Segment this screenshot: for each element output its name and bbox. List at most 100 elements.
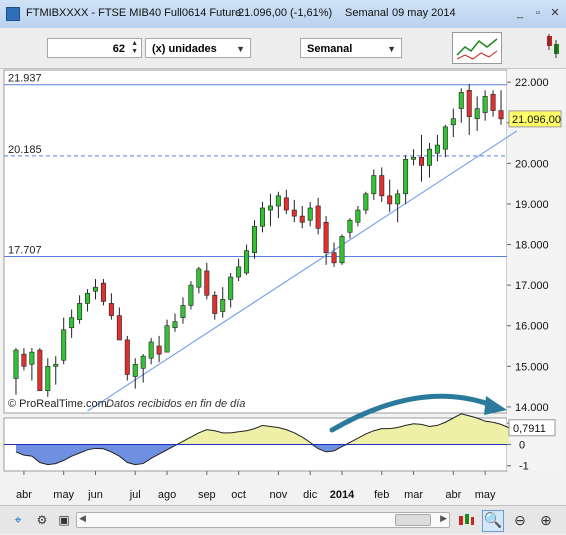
y-tick-label: 18.000 — [515, 240, 549, 252]
level-label: 21.937 — [8, 73, 42, 85]
candle-body — [490, 94, 496, 111]
x-tick-label: sep — [198, 489, 216, 501]
x-tick-label: abr — [445, 489, 461, 501]
oscillator-line — [15, 413, 510, 466]
candle-body — [21, 353, 27, 367]
candle-body — [482, 96, 488, 113]
x-tick-label: 2014 — [330, 489, 355, 501]
candle-body — [371, 175, 377, 195]
spin-up-icon[interactable]: ▲ — [131, 40, 138, 47]
candle-body — [85, 292, 91, 304]
y-tick-label: 22.000 — [515, 77, 549, 89]
candle-body — [156, 345, 162, 355]
candle-body — [387, 195, 393, 205]
x-tick-label: feb — [374, 489, 389, 501]
scrollbar-thumb[interactable] — [395, 514, 431, 526]
zoom-active-icon[interactable]: 🔍 — [482, 510, 504, 532]
candle-body — [188, 284, 194, 306]
units-value: 62 — [112, 43, 125, 55]
candle-body — [474, 108, 480, 120]
indicator-chart-glyph — [456, 38, 498, 60]
scroll-right-icon[interactable]: ▶ — [440, 513, 447, 523]
chevron-down-icon: ▼ — [236, 44, 245, 54]
date-readout: 09 may 2014 — [392, 7, 456, 19]
oscillator-negative-area — [15, 444, 509, 465]
level-label: 20.185 — [8, 144, 42, 156]
candle-body — [395, 193, 401, 205]
candle-body — [299, 215, 305, 223]
candle-body — [442, 126, 448, 150]
trend-line — [87, 130, 518, 412]
restore-button[interactable]: ▫ — [536, 7, 540, 19]
candle-body — [108, 303, 114, 316]
x-tick-label: ago — [158, 489, 176, 501]
zoom-in-icon[interactable]: ⊕ — [540, 512, 552, 528]
candle-body — [315, 205, 321, 229]
candle-body — [259, 207, 265, 227]
units-type-select[interactable]: (x) unidades ▼ — [145, 38, 251, 58]
data-note: Datos recibidos en fin de día — [106, 398, 245, 410]
oscillator-y-tick-label: 0 — [519, 440, 525, 452]
candle-body — [458, 92, 464, 109]
spin-down-icon[interactable]: ▼ — [131, 48, 138, 55]
chart-area[interactable]: 22.00021.00020.00019.00018.00017.00016.0… — [2, 68, 562, 508]
candle-body — [419, 156, 424, 166]
candle-body — [236, 266, 242, 278]
y-tick-label: 16.000 — [515, 321, 549, 333]
oscillator-y-tick-label: -1 — [519, 461, 529, 473]
last-price-label: 21.096,00 — [512, 114, 561, 126]
candle-body — [45, 366, 51, 391]
candle-body — [29, 351, 35, 365]
crosshair-icon[interactable]: ⌖ — [14, 512, 22, 527]
candle-body — [331, 252, 337, 264]
candle-body — [307, 207, 313, 221]
close-button[interactable]: ✕ — [550, 7, 560, 19]
toolbar: 62 ▲ ▼ (x) unidades ▼ Semanal ▼ — [0, 28, 566, 69]
timeframe-select[interactable]: Semanal ▼ — [300, 38, 402, 58]
horizontal-scrollbar[interactable]: ◀ ▶ — [76, 512, 450, 528]
candles-icon[interactable] — [456, 510, 476, 530]
y-tick-label: 19.000 — [515, 199, 549, 211]
indicator-icon[interactable]: ⚙ — [36, 513, 48, 527]
timeframe-label: Semanal — [307, 43, 353, 55]
y-tick-label: 20.000 — [515, 158, 549, 170]
last-price-box — [508, 110, 562, 128]
candle-body — [426, 148, 432, 166]
x-tick-label: jun — [87, 489, 103, 501]
chevron-down-icon: ▼ — [387, 44, 396, 54]
candle-body — [323, 221, 329, 253]
chart-icon — [6, 7, 20, 21]
x-tick-label: jul — [129, 489, 141, 501]
trading-icon[interactable] — [543, 32, 563, 62]
price-chart[interactable]: 22.00021.00020.00019.00018.00017.00016.0… — [2, 68, 562, 508]
y-tick-label: 17.000 — [515, 280, 549, 292]
scroll-left-icon[interactable]: ◀ — [79, 513, 86, 523]
y-tick-label: 14.000 — [515, 402, 549, 414]
x-tick-label: nov — [270, 489, 288, 501]
candle-body — [77, 303, 83, 320]
candle-body — [228, 276, 234, 300]
title-bar: FTMIBXXXX - FTSE MIB40 Full0614 Future 2… — [0, 0, 566, 29]
candle-body — [466, 89, 472, 117]
candle-body — [164, 325, 170, 353]
zoom-out-icon[interactable]: ⊖ — [514, 512, 526, 528]
candle-body — [220, 299, 226, 312]
y-axis-area — [507, 70, 562, 471]
candle-body — [347, 219, 353, 233]
level-label: 17.707 — [8, 244, 42, 256]
zoom-reset-icon[interactable]: ▣ — [58, 513, 70, 527]
x-tick-label: oct — [231, 489, 246, 501]
oscillator-last-label: 0,7911 — [513, 423, 546, 435]
candle-body — [267, 205, 273, 211]
candle-body — [69, 317, 75, 329]
units-input[interactable]: 62 ▲ ▼ — [47, 38, 142, 58]
candle-body — [172, 321, 178, 329]
window-title: FTMIBXXXX - FTSE MIB40 Full0614 Future — [26, 7, 242, 19]
candle-body — [244, 250, 250, 274]
candle-body — [252, 225, 258, 253]
x-tick-label: may — [475, 489, 496, 501]
minimize-button[interactable]: _ — [516, 7, 524, 19]
candle-body — [124, 339, 130, 375]
indicator-chart-icon[interactable] — [452, 32, 502, 64]
candle-body — [116, 315, 122, 341]
